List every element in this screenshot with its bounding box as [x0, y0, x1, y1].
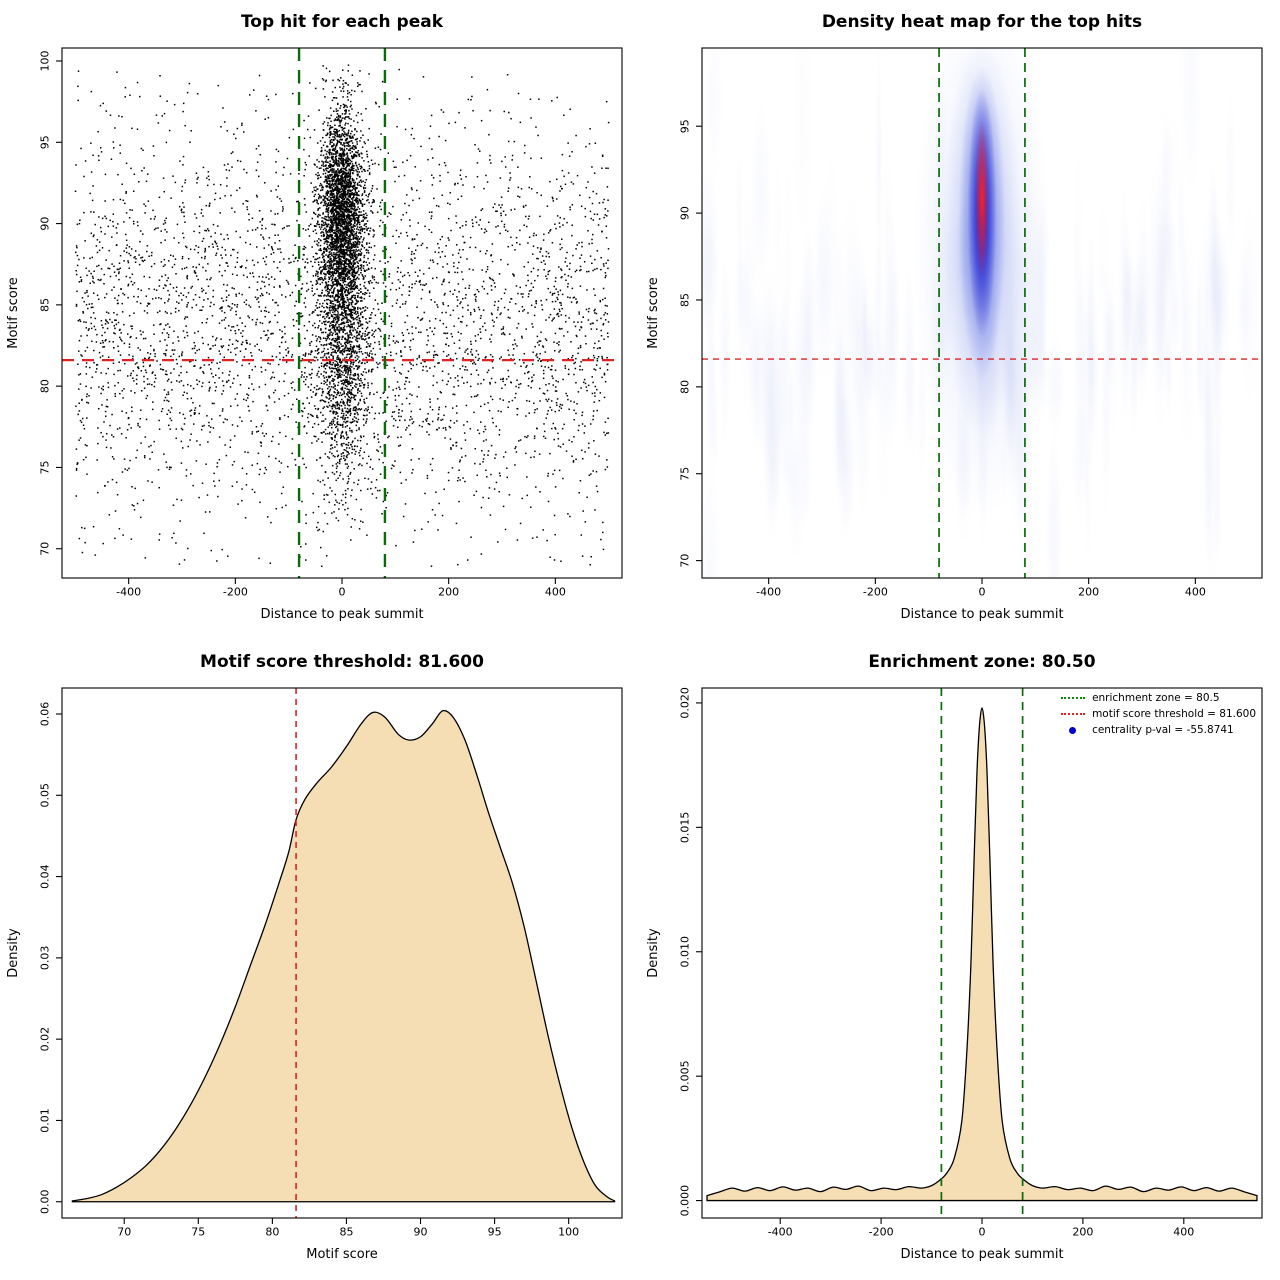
heatmap-plot-canvas [640, 0, 1280, 640]
dotted-line-icon [1061, 713, 1086, 715]
score-density-plot-canvas [0, 640, 640, 1280]
legend-item-enrichment-zone: enrichment zone = 80.5 [1061, 692, 1256, 704]
dotted-line-icon [1061, 697, 1086, 699]
chart-title: Top hit for each peak [240, 12, 444, 32]
legend-item-score-threshold: motif score threshold = 81.600 [1061, 708, 1256, 720]
x-axis-label: Distance to peak summit [900, 1247, 1064, 1262]
panel-density-heatmap: Density heat map for the top hits Motif … [640, 0, 1280, 640]
chart-title: Motif score threshold: 81.600 [200, 652, 484, 672]
scatter-plot-canvas [0, 0, 640, 640]
panel-top-hit-scatter: Top hit for each peak Motif score Distan… [0, 0, 640, 640]
panel-summit-density: Enrichment zone: 80.50 Density Distance … [640, 640, 1280, 1280]
legend-label: motif score threshold = 81.600 [1092, 708, 1256, 720]
y-axis-label: Motif score [646, 277, 661, 349]
dot-icon [1069, 726, 1077, 734]
y-axis-label: Density [6, 928, 21, 978]
y-axis-label: Density [646, 928, 661, 978]
legend-label: centrality p-val = -55.8741 [1092, 724, 1234, 736]
y-axis-label: Motif score [6, 277, 21, 349]
chart-title: Enrichment zone: 80.50 [868, 652, 1096, 672]
legend-label: enrichment zone = 80.5 [1092, 692, 1220, 704]
x-axis-label: Distance to peak summit [900, 607, 1064, 622]
x-axis-label: Distance to peak summit [260, 607, 424, 622]
panel-motif-score-density: Motif score threshold: 81.600 Density Mo… [0, 640, 640, 1280]
chart-title: Density heat map for the top hits [821, 12, 1143, 32]
legend-item-centrality-pval: centrality p-val = -55.8741 [1061, 724, 1256, 736]
summit-density-plot-canvas [640, 640, 1280, 1280]
x-axis-label: Motif score [306, 1247, 378, 1262]
plot-legend: enrichment zone = 80.5 motif score thres… [1061, 692, 1256, 736]
